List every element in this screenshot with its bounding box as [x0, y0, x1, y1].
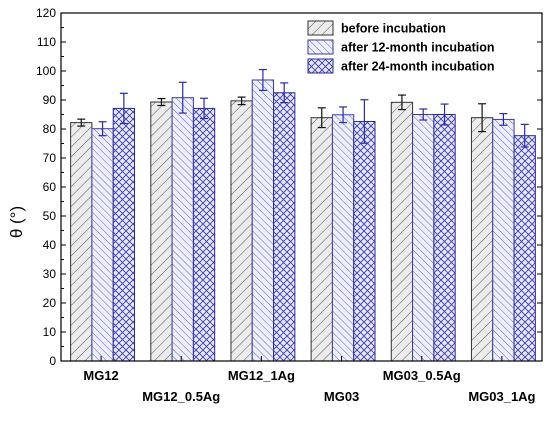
x-tick-label: MG03_0.5Ag — [383, 368, 461, 383]
error-bars — [77, 68, 529, 148]
y-tick-label: 50 — [43, 209, 57, 223]
y-tick-label: 60 — [43, 180, 57, 194]
bar — [390, 101, 414, 362]
bar — [230, 100, 253, 362]
y-tick-label: 100 — [36, 64, 56, 78]
legend-swatch — [307, 20, 334, 36]
bar — [353, 120, 376, 362]
y-axis-ticks: 0 10 20 30 40 50 60 70 80 90 100 110 120 — [36, 6, 542, 368]
legend-label: before incubation — [341, 22, 446, 36]
x-tick-label: MG12_1Ag — [228, 368, 295, 383]
bar — [70, 122, 93, 362]
bar — [470, 117, 494, 362]
legend-label: after 12-month incubation — [341, 41, 494, 55]
x-axis-tick-labels: MG12 MG12_0.5Ag MG12_1Ag MG03 MG03_0.5Ag MG03… — [83, 356, 536, 404]
legend-label: after 24-month incubation — [341, 60, 494, 74]
bar — [492, 118, 515, 362]
x-tick-label: MG03 — [324, 389, 359, 404]
y-tick-label: 80 — [43, 122, 57, 136]
y-tick-label: 20 — [43, 296, 57, 310]
bar — [310, 117, 333, 362]
plot-frame — [60, 12, 543, 362]
bar — [192, 107, 216, 362]
bar-series — [70, 79, 536, 362]
legend: before incubation after 12-month incubati… — [307, 20, 494, 74]
bar — [91, 128, 114, 362]
bar — [150, 101, 173, 362]
y-tick-label: 0 — [49, 354, 56, 368]
y-tick-label: 120 — [36, 6, 56, 20]
bar — [112, 107, 136, 362]
bar — [331, 114, 355, 362]
x-tick-label: MG03_1Ag — [468, 389, 535, 404]
y-tick-label: 30 — [43, 267, 57, 281]
x-tick-label: MG12 — [83, 368, 118, 383]
bar — [273, 92, 296, 362]
bar — [251, 79, 275, 362]
bar — [433, 114, 456, 362]
y-tick-label: 40 — [43, 238, 57, 252]
bar — [513, 135, 536, 362]
y-tick-label: 10 — [43, 325, 57, 339]
bar — [171, 97, 194, 362]
y-tick-label: 110 — [37, 35, 56, 49]
y-axis-title: θ (°) — [7, 206, 26, 238]
y-tick-label: 70 — [43, 151, 57, 165]
bar — [412, 114, 435, 362]
x-tick-label: MG12_0.5Ag — [142, 389, 220, 404]
legend-swatch — [307, 39, 334, 55]
legend-swatch — [307, 58, 334, 74]
y-tick-label: 90 — [43, 93, 57, 107]
